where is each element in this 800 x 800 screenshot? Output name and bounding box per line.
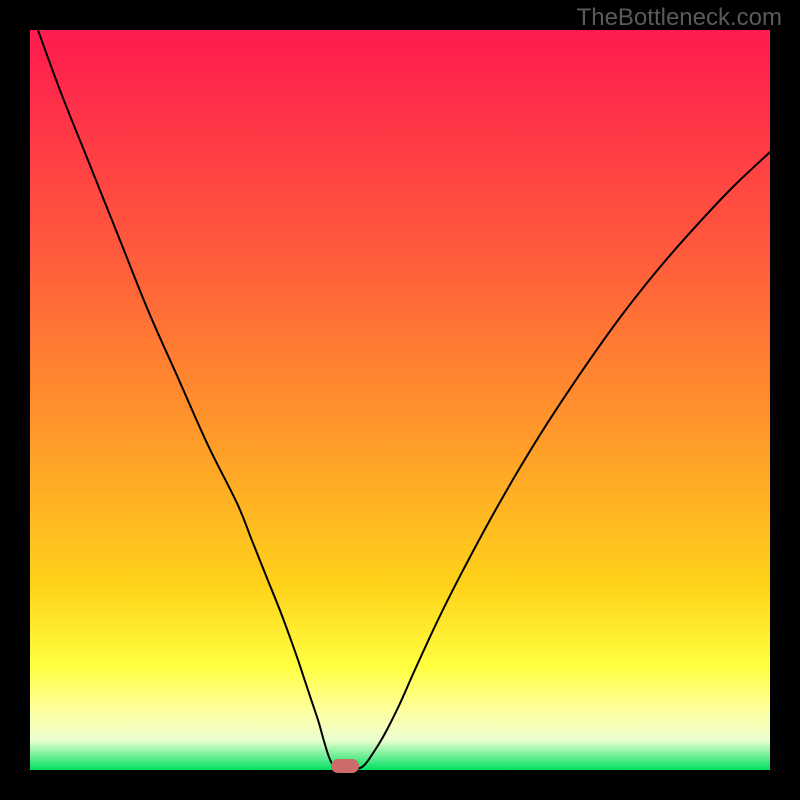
optimal-point-marker: [331, 759, 359, 773]
bottleneck-curve: [30, 30, 770, 770]
watermark-text: TheBottleneck.com: [577, 4, 782, 32]
chart-frame: TheBottleneck.com: [0, 0, 800, 800]
plot-area: [30, 30, 770, 770]
